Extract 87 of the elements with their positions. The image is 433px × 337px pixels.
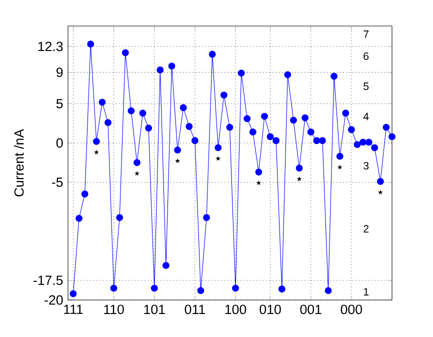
point: [191, 137, 198, 144]
point: [388, 133, 396, 140]
point: [203, 214, 210, 222]
point: [348, 126, 355, 134]
point: [81, 190, 88, 198]
point: [249, 128, 256, 136]
point: [330, 72, 338, 80]
point: [272, 137, 280, 144]
y-tick-label: 5: [56, 99, 63, 108]
x-tick-label: 111: [64, 304, 83, 314]
y-axis-title: Current /nA: [14, 128, 24, 196]
point: [382, 124, 390, 131]
point: [255, 168, 262, 176]
point: [128, 107, 135, 114]
point: [76, 214, 82, 222]
annotation: ⋆: [216, 156, 221, 161]
x-tick-label: 110: [104, 304, 124, 314]
y-tick-label: -17.5: [33, 276, 63, 286]
annotation: 5: [364, 82, 369, 90]
point: [87, 40, 94, 48]
annotation: 4: [363, 112, 369, 120]
point: [360, 138, 366, 146]
x-tick-label: 011: [184, 304, 205, 314]
point: [354, 141, 361, 148]
y-tick-label: 0: [56, 138, 63, 148]
y-tick-label: 12.3: [38, 42, 63, 52]
point: [156, 66, 164, 74]
point: [180, 104, 187, 112]
y-tick-label: -5: [52, 178, 63, 187]
point: [313, 137, 320, 144]
point: [261, 112, 268, 120]
annotation: 2: [364, 225, 369, 232]
point: [266, 133, 274, 140]
point: [365, 138, 372, 146]
annotation: ⋆: [296, 176, 302, 182]
point: [342, 110, 350, 117]
point: [318, 137, 326, 144]
point: [307, 128, 314, 136]
point: [197, 287, 204, 294]
point: [104, 119, 112, 126]
point: [302, 114, 309, 122]
x-tick-label: 010: [260, 304, 281, 314]
point: [122, 49, 129, 56]
annotation: ⋆: [378, 190, 383, 195]
x-tick-label: 101: [144, 304, 165, 314]
point: [244, 115, 251, 122]
point: [220, 92, 228, 99]
annotation: 1: [364, 288, 369, 296]
point: [278, 286, 286, 292]
point: [92, 138, 100, 145]
annotation: 6: [364, 52, 369, 60]
y-tick-label: -20: [44, 295, 63, 305]
annotation: ⋆: [256, 180, 262, 186]
point: [290, 116, 297, 124]
point: [174, 146, 182, 154]
point: [98, 98, 106, 106]
point: [214, 144, 222, 152]
x-tick-label: 100: [225, 304, 246, 314]
point: [186, 123, 193, 130]
point: [376, 178, 384, 185]
y-tick-label: 9: [56, 68, 63, 78]
point: [134, 159, 140, 166]
point: [110, 284, 118, 292]
annotation: ⋆: [94, 150, 99, 155]
annotation: 7: [364, 30, 369, 38]
annotation: 3: [364, 162, 369, 170]
x-tick-label: 001: [300, 304, 322, 314]
point: [238, 70, 245, 77]
point: [168, 62, 176, 70]
annotation: ⋆: [337, 164, 342, 170]
point: [296, 164, 303, 172]
point: [232, 284, 239, 292]
point: [70, 290, 77, 298]
annotation: ⋆: [175, 158, 180, 164]
point: [371, 144, 378, 152]
annotation: ⋆: [134, 170, 140, 176]
point: [139, 110, 146, 117]
point: [116, 214, 124, 222]
point: [208, 50, 216, 58]
point: [150, 284, 158, 292]
point: [324, 287, 332, 294]
point: [284, 71, 292, 78]
point: [336, 152, 344, 160]
point: [162, 262, 170, 269]
point: [145, 124, 152, 132]
point: [226, 124, 234, 131]
x-tick-label: 000: [340, 304, 362, 314]
